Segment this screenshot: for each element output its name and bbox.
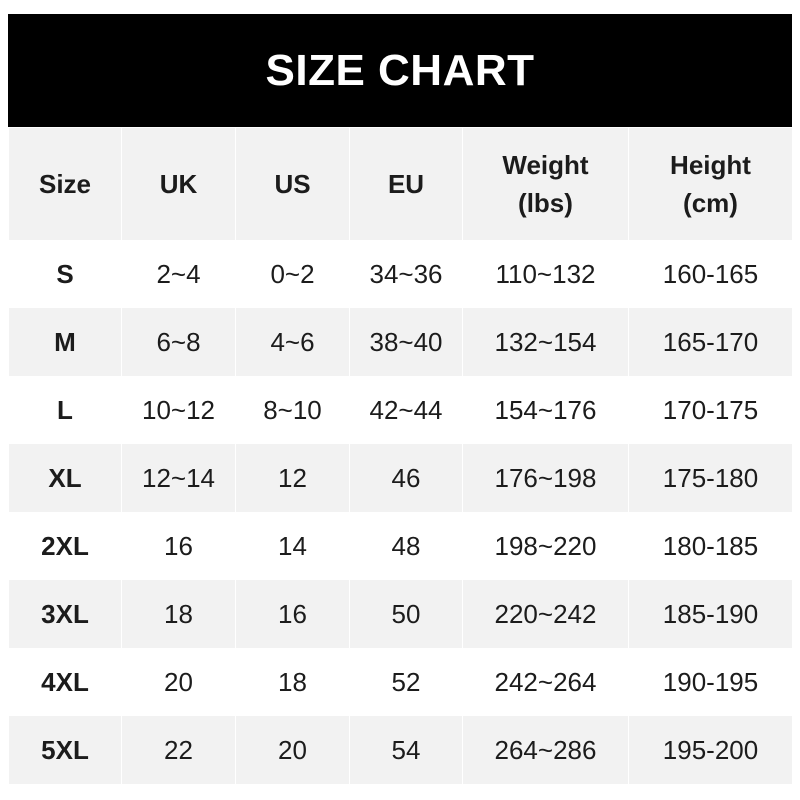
table-cell: 12~14 (121, 444, 236, 512)
size-chart-title: SIZE CHART (8, 14, 792, 127)
table-cell: 195-200 (628, 716, 793, 784)
table-cell: 220~242 (462, 580, 629, 648)
table-cell: 190-195 (628, 648, 793, 716)
table-row: S 2~4 0~2 34~36 110~132 160-165 (8, 240, 793, 308)
table-cell: 16 (235, 580, 350, 648)
table-cell: 170-175 (628, 376, 793, 444)
column-header-weight: Weight (lbs) (462, 128, 629, 240)
table-cell: 198~220 (462, 512, 629, 580)
table-cell: 18 (235, 648, 350, 716)
table-cell: 54 (349, 716, 463, 784)
column-header-unit: (cm) (683, 188, 738, 218)
column-header-size: Size (8, 128, 122, 240)
table-cell: 132~154 (462, 308, 629, 376)
table-row: M 6~8 4~6 38~40 132~154 165-170 (8, 308, 793, 376)
column-header-label: US (274, 169, 311, 199)
column-header-label: UK (159, 169, 198, 199)
column-header-height: Height (cm) (628, 128, 793, 240)
size-cell: L (8, 376, 122, 444)
table-cell: 4~6 (235, 308, 350, 376)
size-cell: 3XL (8, 580, 122, 648)
column-header-us: US (235, 128, 350, 240)
table-cell: 180-185 (628, 512, 793, 580)
table-cell: 46 (349, 444, 463, 512)
size-cell: S (8, 240, 122, 308)
table-cell: 6~8 (121, 308, 236, 376)
table-cell: 52 (349, 648, 463, 716)
table-row: 4XL 20 18 52 242~264 190-195 (8, 648, 793, 716)
table-cell: 34~36 (349, 240, 463, 308)
table-cell: 185-190 (628, 580, 793, 648)
column-header-uk: UK (121, 128, 236, 240)
column-header-label: Size (38, 169, 92, 199)
column-header-label: Height (670, 150, 751, 180)
table-cell: 110~132 (462, 240, 629, 308)
column-header-unit: (lbs) (518, 188, 573, 218)
table-cell: 14 (235, 512, 350, 580)
table-row: 5XL 22 20 54 264~286 195-200 (8, 716, 793, 784)
table-cell: 38~40 (349, 308, 463, 376)
size-cell: M (8, 308, 122, 376)
table-cell: 20 (121, 648, 236, 716)
table-cell: 42~44 (349, 376, 463, 444)
table-cell: 160-165 (628, 240, 793, 308)
table-cell: 154~176 (462, 376, 629, 444)
table-row: 3XL 18 16 50 220~242 185-190 (8, 580, 793, 648)
table-cell: 18 (121, 580, 236, 648)
table-cell: 20 (235, 716, 350, 784)
table-row: 2XL 16 14 48 198~220 180-185 (8, 512, 793, 580)
header-row: Size UK US EU Weight (lbs) Height (cm) (8, 128, 793, 240)
table-row: L 10~12 8~10 42~44 154~176 170-175 (8, 376, 793, 444)
size-cell: 4XL (8, 648, 122, 716)
table-cell: 0~2 (235, 240, 350, 308)
size-cell: 2XL (8, 512, 122, 580)
table-cell: 176~198 (462, 444, 629, 512)
table-cell: 10~12 (121, 376, 236, 444)
table-row: XL 12~14 12 46 176~198 175-180 (8, 444, 793, 512)
column-header-label: Weight (502, 150, 589, 180)
size-cell: XL (8, 444, 122, 512)
table-cell: 242~264 (462, 648, 629, 716)
table-cell: 22 (121, 716, 236, 784)
table-cell: 50 (349, 580, 463, 648)
table-cell: 12 (235, 444, 350, 512)
size-table: Size UK US EU Weight (lbs) Height (cm) S 2~4 0~2 3… (8, 128, 793, 784)
table-cell: 16 (121, 512, 236, 580)
table-cell: 2~4 (121, 240, 236, 308)
table-cell: 48 (349, 512, 463, 580)
table-cell: 175-180 (628, 444, 793, 512)
table-cell: 165-170 (628, 308, 793, 376)
table-cell: 264~286 (462, 716, 629, 784)
size-cell: 5XL (8, 716, 122, 784)
column-header-label: EU (387, 169, 425, 199)
column-header-eu: EU (349, 128, 463, 240)
table-cell: 8~10 (235, 376, 350, 444)
